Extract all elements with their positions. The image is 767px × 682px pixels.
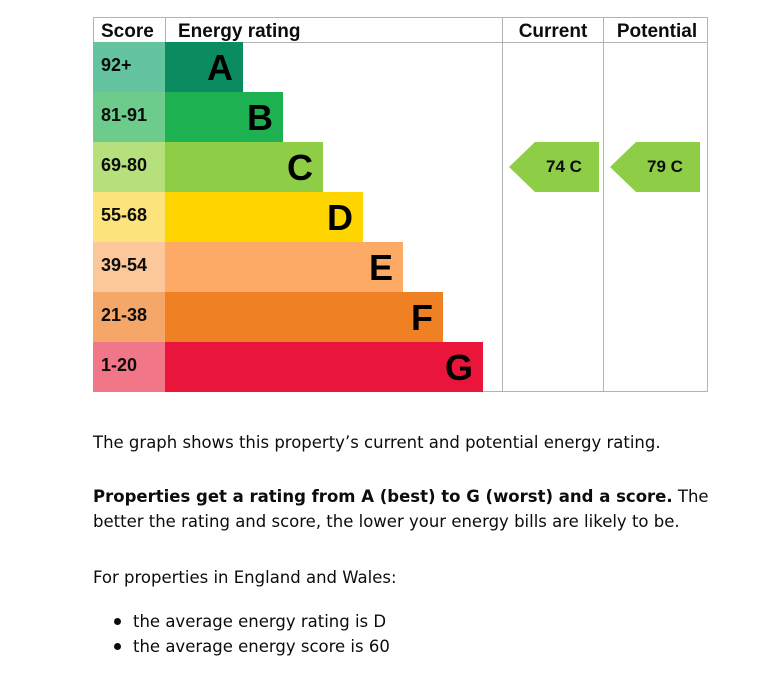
score-label-d: 55-68 <box>101 205 147 225</box>
bullet-icon <box>114 643 121 650</box>
band-letter-e: E <box>369 247 393 288</box>
score-label-a: 92+ <box>101 55 132 75</box>
current-rating-arrow <box>509 142 599 192</box>
header-potential: Potential <box>617 21 697 42</box>
rating-markers: 74 C 79 C <box>509 142 700 192</box>
current-rating-label: 74 C <box>546 157 582 176</box>
potential-rating-arrow <box>610 142 700 192</box>
score-cell-c <box>93 142 165 192</box>
score-cell-e <box>93 242 165 292</box>
score-cell-d <box>93 192 165 242</box>
band-bar-f <box>165 292 443 342</box>
score-label-f: 21-38 <box>101 305 147 325</box>
band-letter-c: C <box>287 147 313 188</box>
england-wales-intro: For properties in England and Wales: <box>93 568 397 587</box>
rating-explanation-rest: The better the rating and score, the low… <box>93 487 709 531</box>
score-cell-a <box>93 42 165 92</box>
graph-description: The graph shows this property’s current … <box>93 433 661 452</box>
header-energy-rating: Energy rating <box>178 21 300 42</box>
rating-explanation-bold: Properties get a rating from A (best) to… <box>93 487 673 506</box>
band-letter-a: A <box>207 47 233 88</box>
score-cell-b <box>93 92 165 142</box>
rating-bands: 92+ A 81-91 B 69-80 C 55-68 D 39-54 E 21-38 F 1-20 G <box>93 42 483 392</box>
band-bar-d <box>165 192 363 242</box>
band-bar-b <box>165 92 283 142</box>
bullet-icon <box>114 618 121 625</box>
list-item: the average energy rating is D <box>93 609 390 634</box>
score-label-e: 39-54 <box>101 255 147 275</box>
band-letter-g: G <box>445 347 473 388</box>
header-score: Score <box>101 21 154 42</box>
score-label-b: 81-91 <box>101 105 147 125</box>
score-cell-f <box>93 292 165 342</box>
energy-rating-chart: Score Energy rating Current Potential 92… <box>93 17 708 392</box>
average-list: the average energy rating is D the avera… <box>93 609 390 659</box>
score-cell-g <box>93 342 165 392</box>
band-bar-e <box>165 242 403 292</box>
score-label-c: 69-80 <box>101 155 147 175</box>
band-letter-f: F <box>411 297 433 338</box>
list-item: the average energy score is 60 <box>93 634 390 659</box>
band-letter-d: D <box>327 197 353 238</box>
band-letter-b: B <box>247 97 273 138</box>
band-bar-a <box>165 42 243 92</box>
potential-rating-label: 79 C <box>647 157 683 176</box>
list-item-text: the average energy score is 60 <box>133 637 390 656</box>
band-bar-c <box>165 142 323 192</box>
rating-explanation: Properties get a rating from A (best) to… <box>93 484 733 534</box>
score-label-g: 1-20 <box>101 355 137 375</box>
list-item-text: the average energy rating is D <box>133 612 387 631</box>
band-bar-g <box>165 342 483 392</box>
header-current: Current <box>519 21 588 42</box>
